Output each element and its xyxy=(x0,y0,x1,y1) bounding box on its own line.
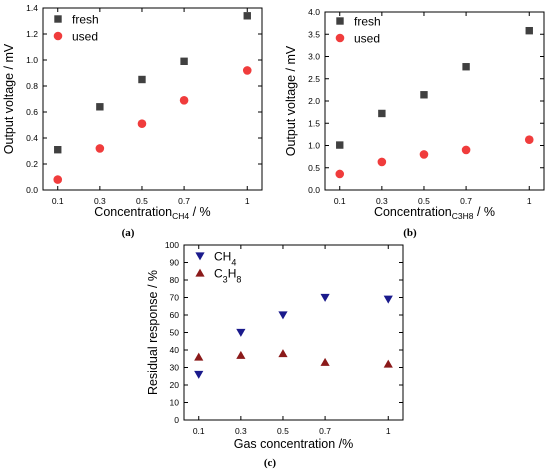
y-tick-label: 0.6 xyxy=(26,107,38,117)
y-tick-label: 3.0 xyxy=(308,52,320,62)
y-axis-title: Output voltage / mV xyxy=(284,45,298,156)
y-tick-label: 100 xyxy=(165,240,179,250)
legend-marker xyxy=(336,17,344,25)
data-point-square xyxy=(525,26,533,35)
x-axis-title: Gas concentration /% xyxy=(234,437,354,451)
x-tick-label: 0.7 xyxy=(460,196,472,206)
legend-label: used xyxy=(72,30,98,44)
data-point-square xyxy=(138,75,146,84)
y-tick-label: 0.0 xyxy=(308,185,320,195)
y-tick-label: 20 xyxy=(170,380,180,390)
y-tick-label: 1.0 xyxy=(308,141,320,151)
data-point-circle xyxy=(242,66,252,75)
x-axis-title: ConcentrationCH4 / % xyxy=(94,205,210,221)
y-tick-label: 1.2 xyxy=(26,29,38,39)
y-tick-label: 30 xyxy=(170,363,180,373)
legend-marker xyxy=(195,252,205,261)
y-tick-label: 0.8 xyxy=(26,81,38,91)
legend-marker xyxy=(53,31,63,41)
y-tick-label: 0 xyxy=(174,415,179,425)
data-point-triangle-up xyxy=(194,352,204,361)
y-tick-label: 90 xyxy=(170,258,180,268)
x-tick-label: 0.3 xyxy=(376,196,388,206)
x-tick-label: 0.1 xyxy=(334,196,346,206)
data-point-triangle-down xyxy=(236,328,246,337)
legend-label: CH4 xyxy=(214,250,236,268)
y-tick-label: 10 xyxy=(170,398,180,408)
legend-label: fresh xyxy=(354,15,381,29)
plot-frame xyxy=(42,7,263,191)
data-point-circle xyxy=(95,144,105,153)
data-point-circle xyxy=(461,145,471,155)
data-point-triangle-up xyxy=(278,349,288,358)
x-tick-label: 0.3 xyxy=(235,426,247,436)
data-point-square xyxy=(378,109,386,118)
y-axis-title: Output voltage / mV xyxy=(2,43,16,154)
data-point-square xyxy=(420,91,428,99)
y-tick-label: 0.0 xyxy=(26,185,38,195)
chart-panel-c: 0 10 20 30 40 50 60 70 80 90 100 0.1 0.3 0.5 0.7 1 CH4C3… xyxy=(146,240,404,469)
data-point-triangle-up xyxy=(320,357,330,366)
data-point-triangle-down xyxy=(383,295,393,304)
legend-marker xyxy=(335,33,345,43)
data-point-circle xyxy=(335,169,345,179)
y-tick-label: 60 xyxy=(170,310,180,320)
x-tick-label: 0.5 xyxy=(418,196,430,206)
x-tick-label: 0.3 xyxy=(94,196,106,206)
x-axis-title: ConcentrationC3H8 / % xyxy=(374,205,495,221)
data-point-circle xyxy=(53,175,63,184)
y-tick-label: 0.4 xyxy=(26,133,38,143)
legend-label: C3H8 xyxy=(214,267,241,285)
x-tick-label: 0.5 xyxy=(136,196,148,206)
y-tick-label: 3.5 xyxy=(308,29,320,39)
y-axis-title: Residual response / % xyxy=(146,270,160,395)
x-tick-label: 1 xyxy=(527,196,532,206)
panel-label: (b) xyxy=(403,227,417,239)
x-tick-label: 0.7 xyxy=(178,196,190,206)
data-point-circle xyxy=(377,157,387,167)
data-point-triangle-up xyxy=(383,359,393,368)
chart-panel-a: 0.0 0.2 0.4 0.6 0.8 1.0 1.2 1.4 0.1 0.3 0.5 0.7 1 fre… xyxy=(2,3,263,239)
y-tick-label: 80 xyxy=(170,275,180,285)
y-tick-label: 1.4 xyxy=(26,3,38,13)
data-point-square xyxy=(243,12,251,20)
y-tick-label: 2.5 xyxy=(308,74,320,84)
data-point-circle xyxy=(137,119,147,128)
panel-label: (a) xyxy=(122,227,135,239)
data-point-square xyxy=(180,57,188,65)
y-tick-label: 2.0 xyxy=(308,96,320,106)
x-tick-label: 0.1 xyxy=(193,426,205,436)
x-tick-label: 0.5 xyxy=(277,426,289,436)
data-point-square xyxy=(462,63,470,71)
data-point-square xyxy=(54,146,62,154)
panel-label: (c) xyxy=(264,457,277,469)
data-point-triangle-up xyxy=(236,350,246,359)
data-point-circle xyxy=(179,96,189,105)
y-tick-label: 40 xyxy=(170,345,180,355)
y-tick-label: 1.0 xyxy=(26,55,38,65)
x-tick-label: 1 xyxy=(386,426,391,436)
data-point-triangle-down xyxy=(278,311,288,320)
y-tick-label: 4.0 xyxy=(308,7,320,17)
y-tick-label: 1.5 xyxy=(308,118,320,128)
x-tick-label: 0.1 xyxy=(52,196,64,206)
data-point-square xyxy=(96,103,104,111)
y-tick-label: 50 xyxy=(170,328,180,338)
legend-marker xyxy=(54,15,62,23)
x-tick-label: 0.7 xyxy=(319,426,331,436)
x-tick-label: 1 xyxy=(245,196,250,206)
y-tick-label: 0.2 xyxy=(26,159,38,169)
legend-marker xyxy=(195,268,205,277)
data-point-triangle-down xyxy=(194,370,204,379)
data-point-square xyxy=(336,141,344,149)
y-tick-label: 0.5 xyxy=(308,163,320,173)
chart-panel-b: 0.0 0.5 1.0 1.5 2.0 2.5 3.0 3.5 4.0 0.1 0.3 0.5 0.7 1… xyxy=(284,7,545,239)
y-tick-label: 70 xyxy=(170,293,180,303)
legend-label: fresh xyxy=(72,13,99,27)
legend-label: used xyxy=(354,32,380,46)
data-point-triangle-down xyxy=(320,293,330,302)
data-point-circle xyxy=(524,135,534,145)
data-point-circle xyxy=(419,150,429,159)
